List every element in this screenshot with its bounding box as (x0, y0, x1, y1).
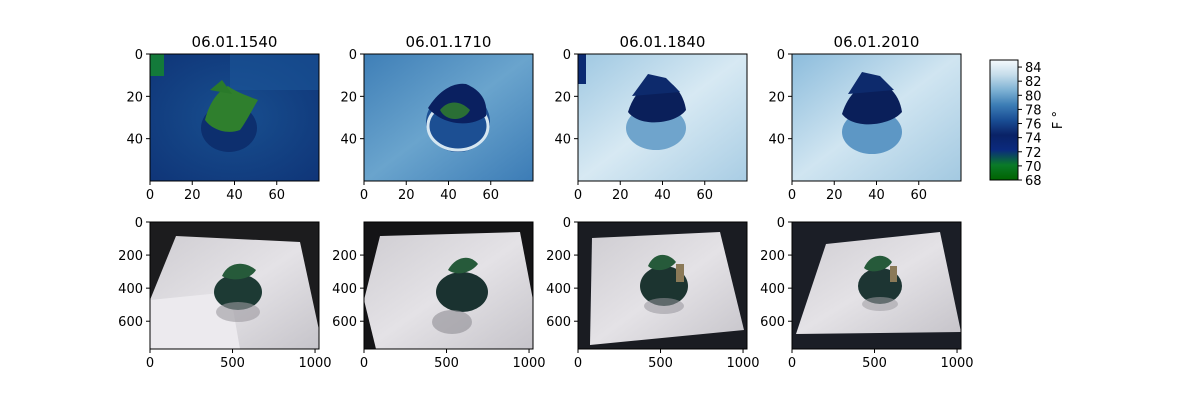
x-tick-label: 40 (868, 188, 885, 203)
axes-panel-1: 06.01.1540 0 20 40 60 0 20 40 (126, 33, 320, 203)
colorbar-tick-label: 82 (1025, 75, 1042, 90)
axes-panel-6: 0 500 1000 200 400 600 (332, 221, 546, 371)
x-tick-label: 60 (482, 188, 499, 203)
x-tick-label: 0 (146, 356, 154, 371)
x-tick-label: 0 (360, 356, 368, 371)
y-tick-label: 400 (118, 282, 143, 297)
y-tick-label: 0 (349, 48, 357, 63)
x-tick-label: 500 (434, 356, 459, 371)
x-tick-label: 500 (862, 356, 887, 371)
x-tick-label: 40 (654, 188, 671, 203)
panel-title: 06.01.1710 (406, 33, 492, 51)
x-tick-label: 40 (440, 188, 457, 203)
colorbar-tick-label: 68 (1025, 174, 1042, 189)
photo-image-4 (792, 222, 961, 349)
colorbar-label: F ° (1051, 111, 1066, 129)
y-tick-label: 600 (760, 315, 785, 330)
y-tick-label: 400 (546, 282, 571, 297)
y-tick-label: 0 (135, 48, 143, 63)
x-tick-label: 0 (146, 188, 154, 203)
x-tick-label: 500 (648, 356, 673, 371)
colorbar-tick-label: 72 (1025, 146, 1042, 161)
x-tick-label: 0 (574, 356, 582, 371)
y-tick-label: 40 (768, 133, 785, 148)
y-tick-label: 200 (760, 249, 785, 264)
colorbar-tick-label: 76 (1025, 118, 1042, 133)
panel-title: 06.01.1840 (620, 33, 706, 51)
y-tick-label: 20 (554, 90, 571, 105)
colorbar-tick-label: 80 (1025, 89, 1042, 104)
thermal-image-2 (364, 54, 533, 181)
x-tick-label: 60 (910, 188, 927, 203)
x-tick-label: 60 (268, 188, 285, 203)
y-tick-label: 20 (340, 90, 357, 105)
x-tick-label: 0 (788, 188, 796, 203)
x-tick-label: 0 (574, 188, 582, 203)
x-tick-label: 20 (826, 188, 843, 203)
photo-image-3 (578, 222, 747, 349)
axes-panel-8: 0 500 1000 0 200 400 600 (760, 216, 973, 371)
axes-panel-2: 06.01.1710 0 20 40 60 0 20 40 (340, 33, 534, 203)
y-tick-label: 20 (768, 90, 785, 105)
axes-frame (149, 221, 320, 350)
y-tick-label: 600 (118, 315, 143, 330)
colorbar-bar (989, 59, 1019, 181)
axes-frame (577, 221, 748, 350)
y-tick-label: 200 (118, 249, 143, 264)
colorbar-tick-label: 74 (1025, 132, 1042, 147)
y-tick-label: 600 (546, 315, 571, 330)
x-tick-label: 60 (696, 188, 713, 203)
colorbar-tick-label: 78 (1025, 103, 1042, 118)
panel-title: 06.01.1540 (192, 33, 278, 51)
axes-panel-7: 0 500 1000 0 200 400 600 (546, 216, 759, 371)
x-tick-label: 1000 (298, 356, 331, 371)
x-tick-label: 1000 (726, 356, 759, 371)
axes-panel-3: 06.01.1840 0 20 40 60 0 20 40 (554, 33, 748, 203)
thermal-image-1 (150, 54, 319, 181)
x-tick-label: 1000 (940, 356, 973, 371)
y-tick-label: 40 (126, 133, 143, 148)
y-tick-label: 600 (332, 315, 357, 330)
photo-image-1 (150, 222, 319, 349)
thermal-image-3 (578, 54, 747, 181)
y-tick-label: 200 (546, 249, 571, 264)
y-tick-label: 40 (340, 133, 357, 148)
y-tick-label: 40 (554, 133, 571, 148)
y-tick-label: 400 (332, 282, 357, 297)
y-tick-label: 0 (563, 216, 571, 231)
y-tick-label: 200 (332, 249, 357, 264)
axes-panel-4: 06.01.2010 0 20 40 60 0 20 40 (768, 33, 962, 203)
x-tick-label: 20 (184, 188, 201, 203)
panel-title: 06.01.2010 (834, 33, 920, 51)
colorbar-tick-label: 70 (1025, 160, 1042, 175)
axes-panel-5: 0 500 1000 0 200 400 600 (118, 216, 331, 371)
colorbar-tick-label: 84 (1025, 61, 1042, 76)
axes-frame (791, 221, 962, 350)
x-tick-label: 20 (398, 188, 415, 203)
y-tick-label: 0 (135, 216, 143, 231)
y-tick-label: 400 (760, 282, 785, 297)
photo-image-2 (364, 222, 533, 349)
x-tick-label: 40 (226, 188, 243, 203)
x-tick-label: 20 (612, 188, 629, 203)
x-tick-label: 500 (220, 356, 245, 371)
y-tick-label: 0 (777, 216, 785, 231)
x-tick-label: 0 (788, 356, 796, 371)
x-tick-label: 0 (360, 188, 368, 203)
x-tick-label: 1000 (512, 356, 545, 371)
axes-frame (363, 221, 534, 350)
thermal-image-4 (792, 54, 961, 181)
y-tick-label: 0 (777, 48, 785, 63)
y-tick-label: 0 (563, 48, 571, 63)
y-tick-label: 20 (126, 90, 143, 105)
